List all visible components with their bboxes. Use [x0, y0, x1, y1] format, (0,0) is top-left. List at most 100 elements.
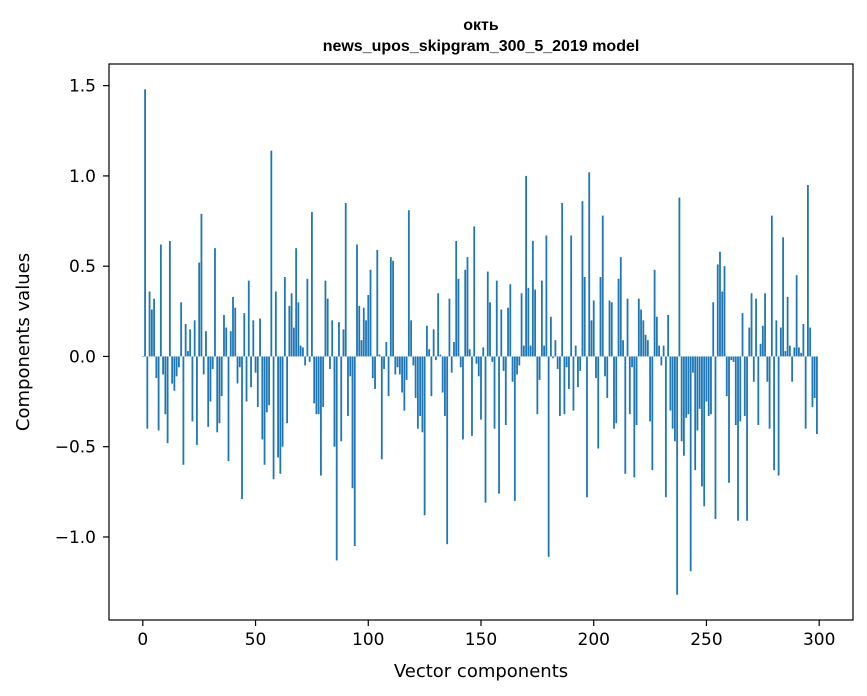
bar — [628, 356, 631, 415]
bar — [737, 356, 739, 521]
bar — [624, 356, 627, 474]
bar — [507, 307, 509, 357]
bar — [583, 277, 586, 357]
bar — [437, 293, 440, 357]
bar — [367, 295, 370, 357]
bar — [288, 305, 291, 357]
bar — [694, 356, 697, 471]
bar — [696, 356, 699, 431]
bar — [644, 334, 647, 357]
bar — [525, 175, 527, 357]
bar — [565, 356, 568, 368]
x-tick-label: 100 — [352, 630, 384, 650]
bar — [270, 150, 273, 357]
bar — [211, 356, 214, 370]
bar — [441, 356, 444, 393]
bar — [432, 329, 435, 357]
bar — [371, 356, 374, 379]
bar — [795, 275, 798, 357]
bar — [141, 356, 144, 357]
bar — [297, 302, 300, 357]
bar — [495, 280, 498, 357]
bar — [655, 316, 658, 357]
bar — [642, 320, 645, 357]
bar — [653, 269, 656, 357]
bar — [685, 356, 688, 418]
bar — [333, 356, 336, 447]
bar — [712, 302, 715, 357]
bar — [604, 356, 606, 377]
bar — [651, 356, 654, 471]
bar — [225, 327, 228, 357]
bar — [637, 298, 640, 357]
bar — [455, 240, 458, 357]
bar — [252, 320, 255, 357]
bar — [516, 356, 518, 375]
bar — [378, 354, 381, 357]
bar — [243, 313, 246, 357]
bar — [579, 356, 582, 371]
bar — [259, 318, 261, 357]
bar — [236, 356, 239, 384]
bar — [556, 356, 559, 370]
bar — [752, 356, 755, 382]
bar — [193, 320, 196, 357]
y-tick-label: 0.5 — [69, 257, 96, 277]
bar — [157, 356, 160, 431]
bar — [577, 356, 579, 388]
bar — [570, 235, 573, 357]
bar — [784, 351, 787, 357]
bar — [809, 327, 812, 357]
bar — [164, 356, 167, 415]
bar — [741, 313, 744, 357]
bar — [362, 307, 365, 357]
bar — [177, 356, 180, 368]
bar — [254, 356, 257, 373]
bar — [311, 212, 313, 357]
bar — [779, 327, 782, 357]
bars-group — [141, 89, 818, 595]
bar — [453, 342, 455, 357]
bar — [250, 356, 252, 388]
bar — [698, 356, 701, 409]
bar — [283, 277, 286, 357]
bar — [396, 356, 399, 368]
bar — [563, 356, 566, 415]
bar — [351, 356, 354, 489]
bar — [522, 345, 525, 357]
bar — [344, 203, 347, 357]
bar — [613, 356, 615, 429]
bar — [338, 322, 340, 357]
bar — [299, 345, 302, 357]
bar — [423, 356, 426, 516]
bar — [150, 309, 153, 357]
bar — [554, 340, 557, 357]
bar — [196, 356, 198, 445]
bar — [588, 172, 591, 357]
bar — [773, 356, 775, 471]
bar — [464, 269, 467, 357]
bar — [234, 307, 237, 357]
bar — [383, 356, 385, 370]
bar — [680, 356, 683, 442]
bar — [764, 293, 766, 357]
bar — [595, 356, 597, 379]
x-tick-label: 200 — [578, 630, 610, 650]
bar — [631, 356, 633, 368]
y-tick-label: 0.0 — [69, 347, 96, 367]
bar — [622, 340, 624, 357]
bar — [561, 203, 564, 357]
bar — [527, 287, 530, 357]
bar — [261, 356, 264, 440]
bar — [739, 356, 742, 422]
bar — [531, 240, 534, 357]
bar — [168, 240, 171, 357]
bar — [265, 356, 268, 413]
plot-frame — [109, 64, 853, 620]
bar — [791, 356, 794, 382]
bar — [568, 356, 570, 389]
bar — [191, 356, 194, 422]
bar — [597, 356, 600, 449]
bar — [148, 291, 151, 357]
bar — [459, 356, 462, 368]
